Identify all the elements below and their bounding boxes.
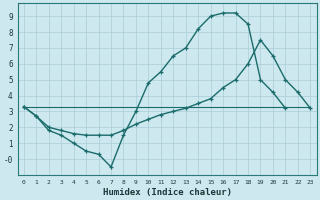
X-axis label: Humidex (Indice chaleur): Humidex (Indice chaleur)	[102, 188, 232, 197]
